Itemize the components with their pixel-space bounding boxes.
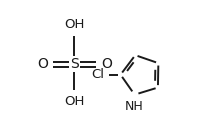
Text: O: O	[37, 57, 48, 71]
Text: O: O	[101, 57, 112, 71]
Text: Cl: Cl	[92, 68, 105, 81]
Text: OH: OH	[64, 95, 85, 108]
Text: OH: OH	[64, 18, 85, 31]
Text: NH: NH	[125, 100, 144, 113]
Text: S: S	[70, 57, 79, 71]
